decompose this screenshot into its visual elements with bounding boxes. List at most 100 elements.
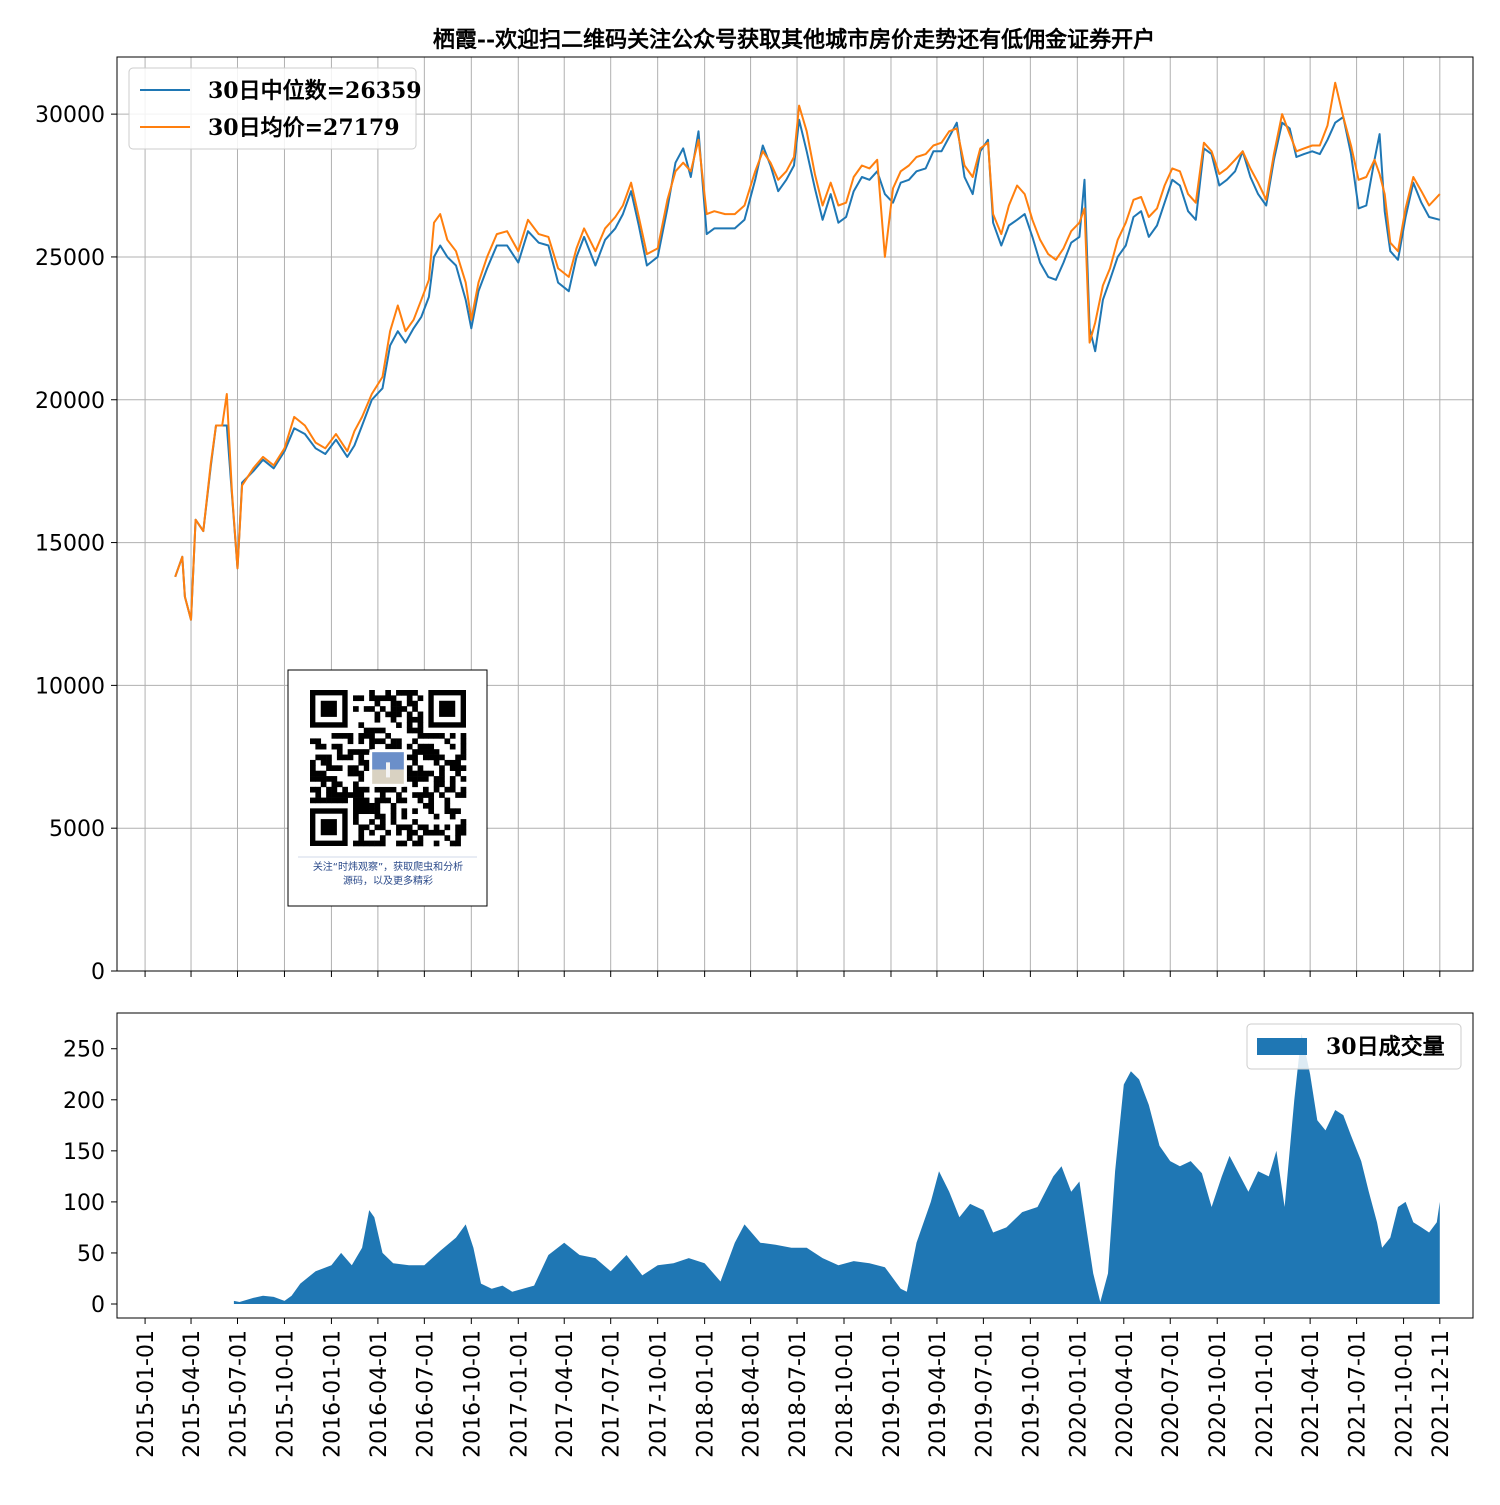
qr-module	[374, 802, 381, 809]
qr-module	[412, 770, 418, 777]
qr-module	[412, 759, 418, 766]
x-tick-label: 2015-04-01	[180, 1330, 205, 1458]
qr-module	[336, 792, 343, 798]
volume-axes-frame	[116, 1012, 1474, 1319]
qr-module	[353, 749, 359, 755]
qr-module	[412, 727, 418, 734]
y-tick-label: 0	[91, 960, 105, 985]
qr-module	[374, 700, 381, 707]
qr-module	[369, 733, 375, 739]
qr-module	[358, 835, 365, 841]
qr-module	[363, 759, 370, 766]
x-tick-label: 2016-01-01	[320, 1330, 345, 1458]
qr-module	[417, 722, 424, 728]
qr-module	[336, 749, 343, 755]
qr-module	[460, 819, 467, 825]
qr-module	[449, 765, 456, 771]
qr-module	[412, 792, 418, 798]
qr-module	[310, 797, 316, 804]
qr-module	[385, 711, 391, 718]
qr-module	[433, 754, 440, 761]
qr-module	[401, 690, 408, 696]
qr-module	[401, 786, 408, 793]
qr-module	[315, 786, 322, 793]
qr-module	[385, 786, 391, 793]
y-tick-label: 15000	[35, 532, 105, 557]
qr-module	[326, 797, 332, 804]
qr-module	[433, 786, 440, 793]
qr-module	[353, 695, 359, 702]
qr-module	[390, 706, 397, 712]
qr-module	[460, 786, 467, 793]
x-tick-label: 2015-01-01	[134, 1330, 159, 1458]
price-grid	[117, 57, 1473, 972]
qr-caption-line-1: 关注“时炜观察”，获取爬虫和分析	[313, 860, 463, 873]
qr-module	[455, 840, 461, 847]
qr-module	[449, 840, 456, 847]
x-tick-label: 2017-01-01	[507, 1330, 532, 1458]
x-tick-label: 2017-04-01	[553, 1330, 578, 1458]
x-tick-label: 2021-04-01	[1299, 1330, 1324, 1458]
qr-module	[455, 835, 461, 841]
qr-module	[417, 835, 424, 841]
x-tick-label: 2021-12-11	[1429, 1330, 1454, 1458]
qr-module	[310, 759, 316, 766]
qr-module	[331, 733, 338, 739]
qr-module	[390, 716, 397, 723]
qr-module	[406, 695, 413, 702]
qr-module	[363, 706, 370, 712]
legend-swatch	[1257, 1038, 1307, 1055]
qr-module	[439, 754, 445, 761]
qr-module	[363, 749, 370, 755]
qr-module	[369, 840, 375, 847]
qr-module	[315, 797, 322, 804]
qr-module	[455, 824, 461, 831]
x-tick-label: 2019-01-01	[880, 1330, 905, 1458]
qr-module	[353, 792, 359, 798]
qr-module	[412, 781, 418, 788]
qr-module	[412, 690, 418, 696]
qr-module	[320, 759, 327, 766]
qr-module	[320, 743, 327, 750]
y-tick-label: 50	[77, 1242, 105, 1267]
qr-module	[353, 786, 359, 793]
qr-module	[336, 781, 343, 788]
y-tick-label: 5000	[49, 817, 105, 842]
qr-finder-pattern	[439, 700, 456, 717]
qr-module	[433, 776, 440, 782]
x-tick-label: 2019-10-01	[1019, 1330, 1044, 1458]
qr-module	[374, 840, 381, 847]
qr-module	[449, 743, 456, 750]
qr-module	[363, 765, 370, 771]
qr-module	[347, 733, 354, 739]
qr-logo-sky	[372, 752, 404, 770]
qr-module	[385, 797, 391, 804]
x-tick-label: 2018-10-01	[833, 1330, 858, 1458]
qr-module	[439, 829, 445, 836]
qr-module	[358, 695, 365, 702]
qr-module	[358, 829, 365, 836]
qr-module	[417, 743, 424, 750]
qr-module	[449, 759, 456, 766]
qr-module	[379, 738, 386, 745]
qr-module	[401, 706, 408, 712]
qr-module	[379, 813, 386, 820]
qr-module	[412, 749, 418, 755]
qr-module	[417, 711, 424, 718]
qr-module	[374, 727, 381, 734]
qr-module	[412, 808, 418, 815]
qr-module	[369, 819, 375, 825]
qr-module	[417, 797, 424, 804]
qr-module	[396, 722, 402, 728]
y-tick-label: 200	[63, 1089, 105, 1114]
qr-module	[326, 786, 332, 793]
qr-module	[406, 727, 413, 734]
qr-module	[331, 786, 338, 793]
qr-module	[379, 792, 386, 798]
qr-module	[422, 749, 429, 755]
qr-module	[401, 813, 408, 820]
qr-module	[358, 797, 365, 804]
qr-module	[358, 808, 365, 815]
y-tick-label: 25000	[35, 246, 105, 271]
qr-module	[353, 781, 359, 788]
